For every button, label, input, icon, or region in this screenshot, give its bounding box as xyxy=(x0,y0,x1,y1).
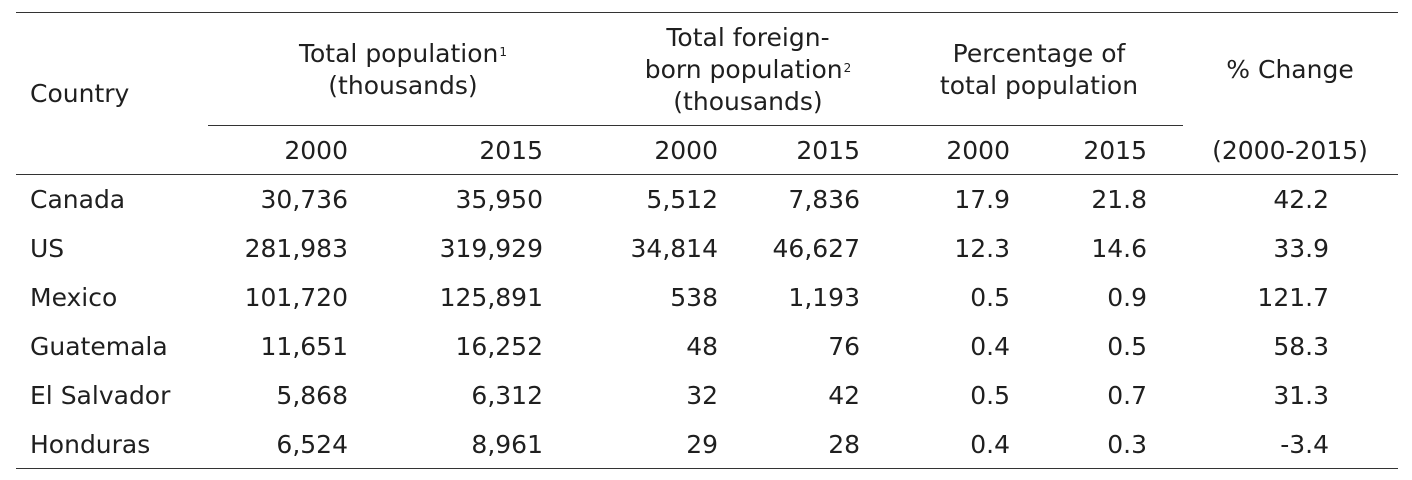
bottom-rule xyxy=(16,468,1398,469)
table-cell: 12.3 xyxy=(954,234,1010,263)
header-foreign-born-line2: born population xyxy=(644,55,843,84)
header-percentage: Percentage of total population xyxy=(898,38,1180,102)
table-cell: 42.2 xyxy=(1273,185,1329,214)
table-cell: 32 xyxy=(686,381,718,410)
table-cell: 0.5 xyxy=(970,381,1010,410)
header-change: % Change xyxy=(1226,55,1354,84)
table-cell: 11,651 xyxy=(260,332,348,361)
table-row-country: Honduras xyxy=(30,430,151,459)
table-row-country: Canada xyxy=(30,185,126,214)
table-cell: 0.4 xyxy=(970,430,1010,459)
table-row-country: US xyxy=(30,234,65,263)
table-cell: 76 xyxy=(828,332,860,361)
table-row-country: Guatemala xyxy=(30,332,168,361)
table-cell: 48 xyxy=(686,332,718,361)
table-cell: 31.3 xyxy=(1273,381,1329,410)
footnote-1: 1 xyxy=(499,45,507,59)
table-cell: 29 xyxy=(686,430,718,459)
header-total-population-line1: Total population xyxy=(298,39,499,68)
year-header: 2015 xyxy=(479,136,543,165)
table-cell: 58.3 xyxy=(1273,332,1329,361)
table-cell: 17.9 xyxy=(954,185,1010,214)
table-cell: 0.9 xyxy=(1107,283,1147,312)
header-foreign-born-line3: (thousands) xyxy=(673,87,823,116)
header-foreign-born: Total foreign- born population2 (thousan… xyxy=(598,22,898,118)
table-cell: 5,868 xyxy=(276,381,348,410)
header-percentage-line2: total population xyxy=(939,71,1139,100)
table-cell: 16,252 xyxy=(455,332,543,361)
table-cell: 1,193 xyxy=(788,283,860,312)
table-cell: 101,720 xyxy=(244,283,348,312)
table-cell: 319,929 xyxy=(439,234,543,263)
table-cell: 0.5 xyxy=(1107,332,1147,361)
header-foreign-born-line1: Total foreign- xyxy=(666,23,830,52)
year-header: 2000 xyxy=(654,136,718,165)
year-header: 2015 xyxy=(796,136,860,165)
table-cell: 21.8 xyxy=(1091,185,1147,214)
table-row-country: El Salvador xyxy=(30,381,171,410)
table-cell: 6,524 xyxy=(276,430,348,459)
table-cell: 125,891 xyxy=(439,283,543,312)
table-cell: 8,961 xyxy=(471,430,543,459)
table-row-country: Mexico xyxy=(30,283,118,312)
table-cell: 42 xyxy=(828,381,860,410)
table-cell: -3.4 xyxy=(1280,430,1329,459)
table-cell: 281,983 xyxy=(244,234,348,263)
year-header: 2000 xyxy=(946,136,1010,165)
year-header: 2015 xyxy=(1083,136,1147,165)
table-cell: 35,950 xyxy=(455,185,543,214)
table-cell: 0.5 xyxy=(970,283,1010,312)
table-cell: 14.6 xyxy=(1091,234,1147,263)
header-country: Country xyxy=(30,79,130,108)
header-total-population: Total population1 (thousands) xyxy=(208,38,598,102)
table-cell: 0.3 xyxy=(1107,430,1147,459)
header-percentage-line1: Percentage of xyxy=(952,39,1126,68)
top-rule xyxy=(16,12,1398,13)
year-header: 2000 xyxy=(284,136,348,165)
table-cell: 121.7 xyxy=(1257,283,1329,312)
group-header-rule xyxy=(208,125,1183,126)
header-change-range: (2000-2015) xyxy=(1212,136,1368,165)
table-cell: 33.9 xyxy=(1273,234,1329,263)
table-cell: 5,512 xyxy=(646,185,718,214)
table-cell: 0.4 xyxy=(970,332,1010,361)
table-cell: 0.7 xyxy=(1107,381,1147,410)
table-cell: 538 xyxy=(670,283,718,312)
header-bottom-rule xyxy=(16,174,1398,175)
table-cell: 28 xyxy=(828,430,860,459)
table-cell: 7,836 xyxy=(788,185,860,214)
footnote-2: 2 xyxy=(843,61,852,75)
table-cell: 46,627 xyxy=(772,234,860,263)
table-cell: 6,312 xyxy=(471,381,543,410)
table-cell: 30,736 xyxy=(260,185,348,214)
table-cell: 34,814 xyxy=(630,234,718,263)
header-total-population-line2: (thousands) xyxy=(328,71,478,100)
